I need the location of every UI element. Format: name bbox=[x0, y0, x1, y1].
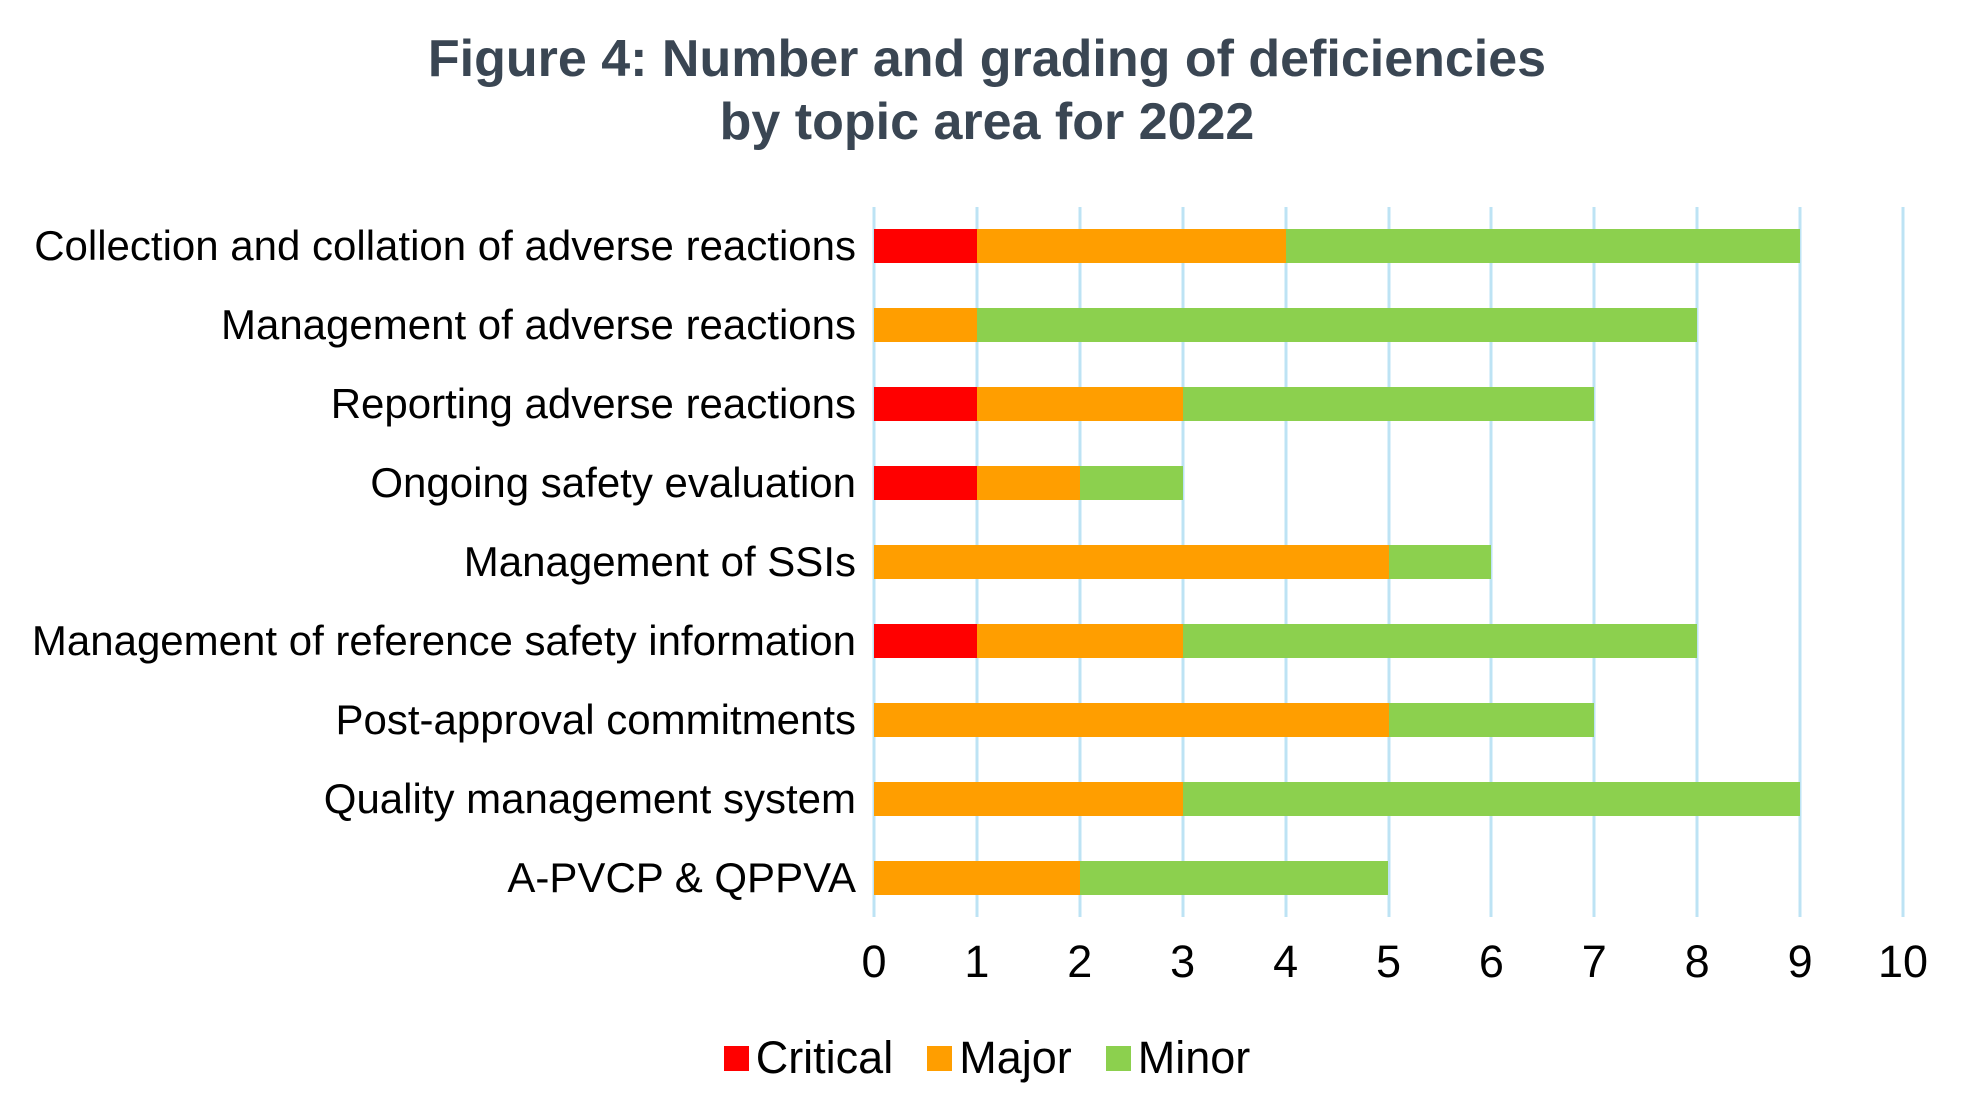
bar-segment-minor bbox=[1388, 545, 1492, 579]
bar-segment-major bbox=[874, 860, 1080, 895]
bar-row bbox=[874, 860, 1389, 895]
bar-segment-minor bbox=[1182, 387, 1595, 422]
bar-segment-minor bbox=[1285, 229, 1801, 264]
gridline bbox=[1695, 207, 1699, 917]
bar-row bbox=[874, 702, 1595, 737]
bar-row bbox=[874, 623, 1698, 658]
chart-title: Figure 4: Number and grading of deficien… bbox=[0, 28, 1974, 154]
bar-segment-major bbox=[874, 308, 977, 343]
gridline bbox=[1798, 207, 1802, 917]
bar-row bbox=[874, 466, 1183, 501]
bar-segment-major bbox=[874, 781, 1183, 816]
x-tick-label: 2 bbox=[1067, 936, 1093, 987]
plot-area bbox=[872, 207, 1905, 917]
bar-row bbox=[874, 545, 1492, 579]
x-tick-label: 9 bbox=[1787, 936, 1813, 987]
x-tick-label: 3 bbox=[1170, 936, 1196, 987]
category-label: Post-approval commitments bbox=[335, 695, 856, 743]
chart-title-line2: by topic area for 2022 bbox=[719, 93, 1255, 151]
bar-segment-minor bbox=[1388, 702, 1595, 737]
x-tick-label: 1 bbox=[964, 936, 990, 987]
x-tick-label: 5 bbox=[1375, 936, 1402, 987]
category-label: Management of reference safety informati… bbox=[31, 616, 856, 664]
legend-item-major: Major bbox=[927, 1032, 1072, 1084]
legend-label: Minor bbox=[1137, 1032, 1251, 1083]
bar-segment-major bbox=[976, 229, 1286, 264]
bar-segment-minor bbox=[1182, 623, 1698, 658]
x-tick-label: 7 bbox=[1581, 936, 1607, 987]
bar-row bbox=[874, 387, 1595, 422]
category-label: A-PVCP & QPPVA bbox=[507, 853, 856, 901]
chart-title-line1: Figure 4: Number and grading of deficien… bbox=[427, 30, 1547, 88]
category-label: Management of adverse reactions bbox=[220, 301, 856, 349]
legend-label: Critical bbox=[755, 1032, 894, 1083]
x-tick-label: 4 bbox=[1273, 936, 1299, 987]
gridline bbox=[1901, 207, 1905, 917]
legend-swatch-major bbox=[927, 1045, 953, 1071]
bar-segment-critical bbox=[874, 466, 977, 501]
legend: Critical Major Minor bbox=[0, 1032, 1974, 1084]
category-label: Collection and collation of adverse reac… bbox=[34, 222, 856, 270]
gridline bbox=[1592, 207, 1596, 917]
bar-segment-major bbox=[976, 387, 1183, 422]
bar-segment-major bbox=[976, 623, 1183, 658]
bar-row bbox=[874, 229, 1801, 264]
x-tick-label: 10 bbox=[1877, 936, 1929, 987]
bar-segment-major bbox=[976, 466, 1080, 501]
x-tick-label: 8 bbox=[1684, 936, 1710, 987]
x-axis: 0 1 2 3 4 5 6 7 8 9 10 bbox=[861, 936, 1928, 992]
gridline bbox=[1489, 207, 1493, 917]
bar-segment-critical bbox=[874, 623, 977, 658]
bar-segment-major bbox=[874, 702, 1389, 737]
legend-item-minor: Minor bbox=[1105, 1032, 1251, 1084]
x-tick-label: 6 bbox=[1478, 936, 1504, 987]
category-label: Quality management system bbox=[323, 774, 856, 822]
legend-label: Major bbox=[959, 1032, 1072, 1083]
bar-segment-minor bbox=[1079, 466, 1183, 501]
legend-item-critical: Critical bbox=[723, 1032, 894, 1084]
bar-segment-minor bbox=[976, 308, 1698, 343]
category-label: Management of SSIs bbox=[463, 537, 856, 585]
bar-segment-major bbox=[874, 545, 1389, 579]
category-label: Ongoing safety evaluation bbox=[370, 459, 856, 507]
legend-swatch-minor bbox=[1105, 1045, 1131, 1071]
bar-segment-critical bbox=[874, 229, 977, 264]
category-labels: Collection and collation of adverse reac… bbox=[0, 207, 856, 917]
bar-row bbox=[874, 781, 1801, 816]
bar-segment-minor bbox=[1182, 781, 1801, 816]
x-tick-label: 0 bbox=[861, 936, 887, 987]
category-label: Reporting adverse reactions bbox=[330, 380, 856, 428]
bar-segment-critical bbox=[874, 387, 977, 422]
bar-row bbox=[874, 308, 1698, 343]
legend-swatch-critical bbox=[723, 1045, 749, 1071]
bar-segment-minor bbox=[1079, 860, 1389, 895]
